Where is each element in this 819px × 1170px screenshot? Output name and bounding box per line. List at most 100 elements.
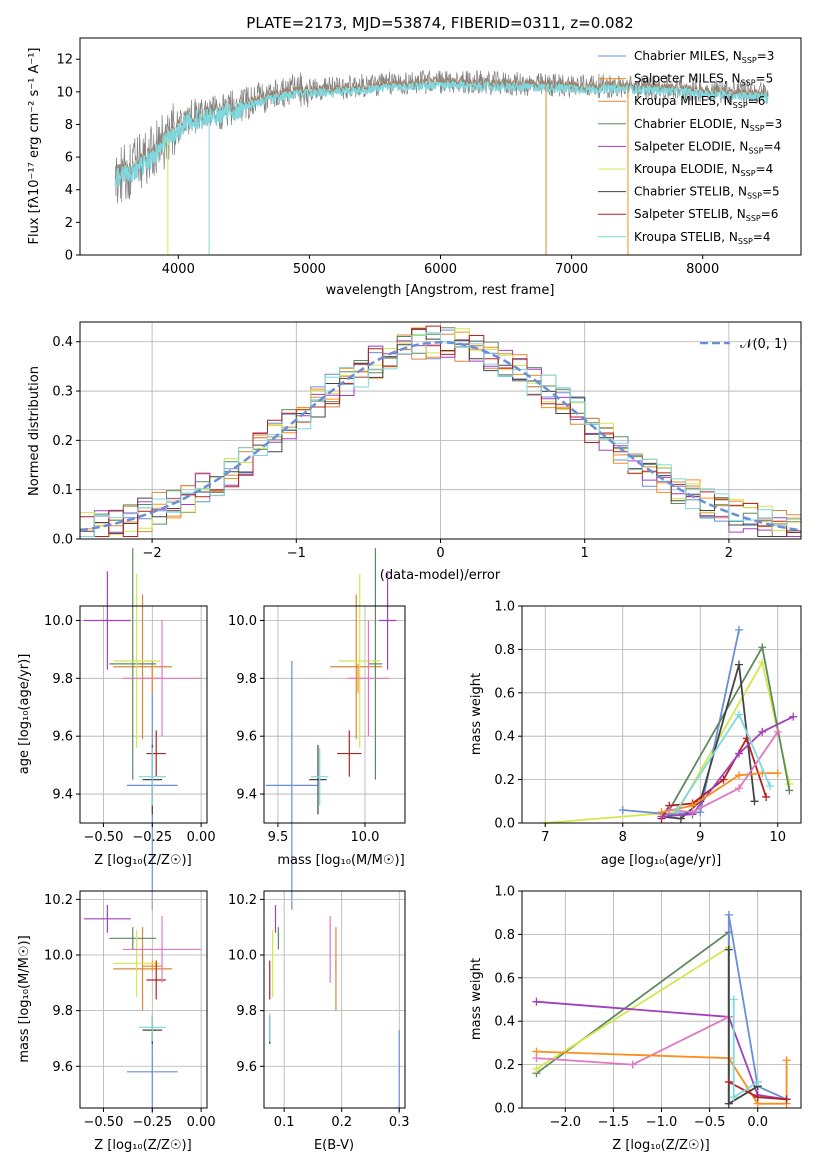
x-tick-label: 2 xyxy=(725,546,733,561)
y-tick-label: 9.8 xyxy=(236,672,257,687)
errorbar-point xyxy=(113,594,172,740)
x-tick-label: 6000 xyxy=(424,262,457,277)
y-tick-label: 0.3 xyxy=(52,385,73,400)
errorbar-point xyxy=(338,574,381,748)
y-tick-label: 0.0 xyxy=(52,533,73,548)
x-tick-label: 0.2 xyxy=(331,1115,352,1130)
x-tick-label: 0.0 xyxy=(747,1115,768,1130)
x-tick-label: 7 xyxy=(541,830,549,845)
weight-point-marker xyxy=(773,727,782,736)
x-tick-label: −1.5 xyxy=(598,1115,630,1130)
errorbar-point xyxy=(113,574,161,748)
legend-subscript: SSP xyxy=(746,214,761,223)
weight-point-marker xyxy=(766,782,774,791)
x-tick-label: 0.00 xyxy=(187,830,216,845)
errorbar-point xyxy=(113,927,172,1011)
y-tick-label: 0.4 xyxy=(494,730,515,745)
y-tick-label: 8 xyxy=(65,118,73,133)
weight-point-marker xyxy=(665,805,674,814)
x-tick-label: 0 xyxy=(436,546,444,561)
weight-point-marker xyxy=(735,660,743,669)
y-tick-label: 12 xyxy=(56,53,73,68)
weight-vs-Z-ylabel: mass weight xyxy=(469,958,484,1040)
spectrum-model-line xyxy=(114,79,769,188)
weight-point-marker xyxy=(628,1060,637,1069)
legend-nssp: =4 xyxy=(753,230,771,244)
x-tick-label: −0.25 xyxy=(132,830,172,845)
weight-point-marker xyxy=(719,775,728,784)
legend-label: Salpeter MILES, NSSP=5 xyxy=(634,72,773,88)
y-tick-label: 10 xyxy=(56,85,73,100)
weight-point-marker xyxy=(789,712,798,721)
y-tick-label: 4 xyxy=(65,183,73,198)
panel-residuals: −2 −1 0 1 2 0.0 0.1 0.2 0.3 0.4 (data-model)/erro… xyxy=(27,321,802,583)
weight-point-marker xyxy=(696,808,705,817)
weight-point-marker xyxy=(735,710,743,719)
errorbar-point xyxy=(142,960,163,972)
spectrum-xlabel: wavelength [Angstrom, rest frame] xyxy=(326,283,555,298)
x-tick-label: 8 xyxy=(619,830,627,845)
errorbar-point xyxy=(109,927,157,950)
weight-point-marker xyxy=(782,1095,791,1104)
weight-point-marker xyxy=(618,805,627,814)
y-tick-label: 10.0 xyxy=(228,614,257,629)
y-tick-label: 0.2 xyxy=(494,1058,515,1073)
weight-point-marker xyxy=(750,797,759,806)
errorbar-point xyxy=(146,960,166,1000)
age-vs-Z-xlabel: Z [log₁₀(Z/Z☉)] xyxy=(94,853,191,868)
weight-point-marker xyxy=(673,805,681,814)
spectrum-legend: Chabrier MILES, NSSP=3 Salpeter MILES, NS… xyxy=(598,49,782,246)
x-tick-label: 7000 xyxy=(555,262,588,277)
age-vs-Z-ylabel: age [log₁₀(age/yr)] xyxy=(17,654,32,775)
weight-vs-age-ylabel: mass weight xyxy=(469,673,484,755)
weight-point-marker xyxy=(532,997,541,1006)
panel-age-vs-Z: −0.50 −0.25 0.00 9.4 9.6 9.8 10.0 Z [log₁₀(Z/Z… xyxy=(17,548,216,910)
legend-subscript: SSP xyxy=(747,192,762,201)
mass-vs-Z-ylabel: mass [log₁₀(M/M☉)] xyxy=(17,935,32,1062)
y-tick-label: 9.4 xyxy=(52,788,73,803)
x-tick-label: 0.1 xyxy=(274,1115,295,1130)
y-tick-label: 10.0 xyxy=(44,614,73,629)
x-tick-label: 9 xyxy=(696,830,704,845)
y-tick-label: 2 xyxy=(65,216,73,231)
weight-point-marker xyxy=(735,771,743,780)
weight-point-marker xyxy=(753,1077,762,1086)
errorbar-point xyxy=(146,730,166,777)
weight-point-marker xyxy=(758,643,767,652)
weight-point-marker xyxy=(762,792,771,801)
errorbar-point xyxy=(378,571,397,670)
x-tick-label: 4000 xyxy=(162,262,195,277)
y-tick-label: 1.0 xyxy=(494,885,515,900)
x-tick-label: 5000 xyxy=(293,262,326,277)
y-tick-label: 10.0 xyxy=(228,948,257,963)
legend-subscript: SSP xyxy=(733,101,748,110)
y-tick-label: 9.8 xyxy=(52,1004,73,1019)
panel-age-vs-mass: 9.5 10.0 9.4 9.6 9.8 10.0 mass [log₁₀(M/M☉)] xyxy=(228,548,406,910)
legend-label: Kroupa ELODIE, NSSP=4 xyxy=(634,162,773,178)
y-tick-label: 0 xyxy=(65,249,73,264)
y-tick-label: 0.0 xyxy=(494,817,515,832)
errorbar-point xyxy=(122,620,202,737)
legend-subscript: SSP xyxy=(748,146,763,155)
x-tick-label: 10.0 xyxy=(350,830,379,845)
errorbar-point xyxy=(309,744,327,815)
legend-label: Salpeter STELIB, NSSP=6 xyxy=(634,207,778,223)
x-tick-label: −1.0 xyxy=(646,1115,678,1130)
y-tick-label: 0.6 xyxy=(494,971,515,986)
legend-nssp: =3 xyxy=(757,49,775,63)
weight-point-marker xyxy=(735,749,743,758)
y-tick-label: 0.1 xyxy=(52,483,73,498)
panel-mass-vs-ebv: 0.1 0.2 0.3 9.6 9.8 10.0 10.2 E(B-V) xyxy=(228,890,410,1153)
residuals-xlabel: (data-model)/error xyxy=(380,568,501,583)
y-tick-label: 9.6 xyxy=(52,1060,73,1075)
legend-nssp: =3 xyxy=(765,117,783,131)
errorbar-point xyxy=(368,548,383,780)
y-tick-label: 9.6 xyxy=(236,1060,257,1075)
y-tick-label: 9.8 xyxy=(52,672,73,687)
x-tick-label: 9.5 xyxy=(268,830,289,845)
y-tick-label: 6 xyxy=(65,151,73,166)
errorbar-point xyxy=(311,747,329,806)
x-tick-label: 0.00 xyxy=(187,1115,216,1130)
weight-vs-age-xlabel: age [log₁₀(age/yr)] xyxy=(601,853,722,868)
